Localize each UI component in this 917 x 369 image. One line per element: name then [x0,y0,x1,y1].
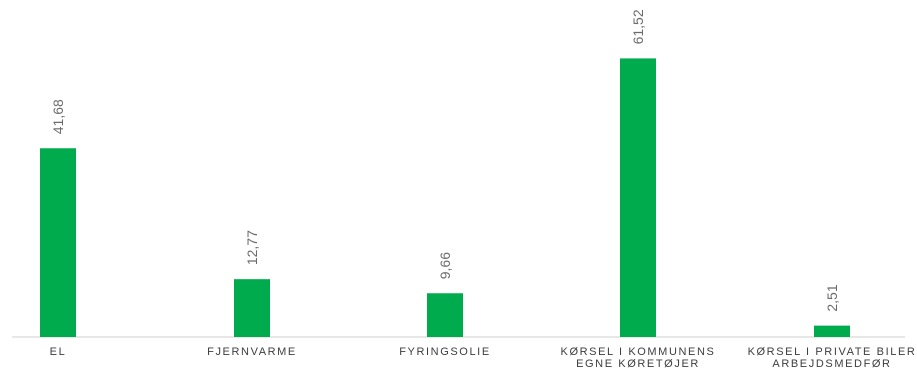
value-label-0: 41,68 [50,99,66,134]
category-label-4-line-1: ARBEJDSMEDFØR [772,358,891,369]
category-label-4-line-0: KØRSEL I PRIVATE BILER [748,346,917,358]
category-label-3-line-1: EGNE KØRETØJER [576,358,700,369]
category-label-3-line-0: KØRSEL I KOMMUNENS [561,346,716,358]
category-label-2: FYRINGSOLIE [399,346,491,358]
bar-3 [620,58,656,338]
value-label-1: 12,77 [244,230,260,265]
value-label-2: 9,66 [437,252,453,279]
bar-4 [814,325,850,337]
bars-layer [40,58,850,338]
category-label-0: EL [50,346,67,358]
value-label-3: 61,52 [630,9,646,44]
bar-2 [427,293,463,337]
value-label-4: 2,51 [824,284,840,311]
value-labels-layer: 41,68 12,77 9,66 61,52 2,51 [50,9,840,311]
bar-0 [40,148,76,337]
category-labels-layer: EL FJERNVARME FYRINGSOLIE KØRSEL I KOMMUNEN… [50,346,917,369]
bar-1 [234,279,270,337]
category-label-1: FJERNVARME [207,346,297,358]
